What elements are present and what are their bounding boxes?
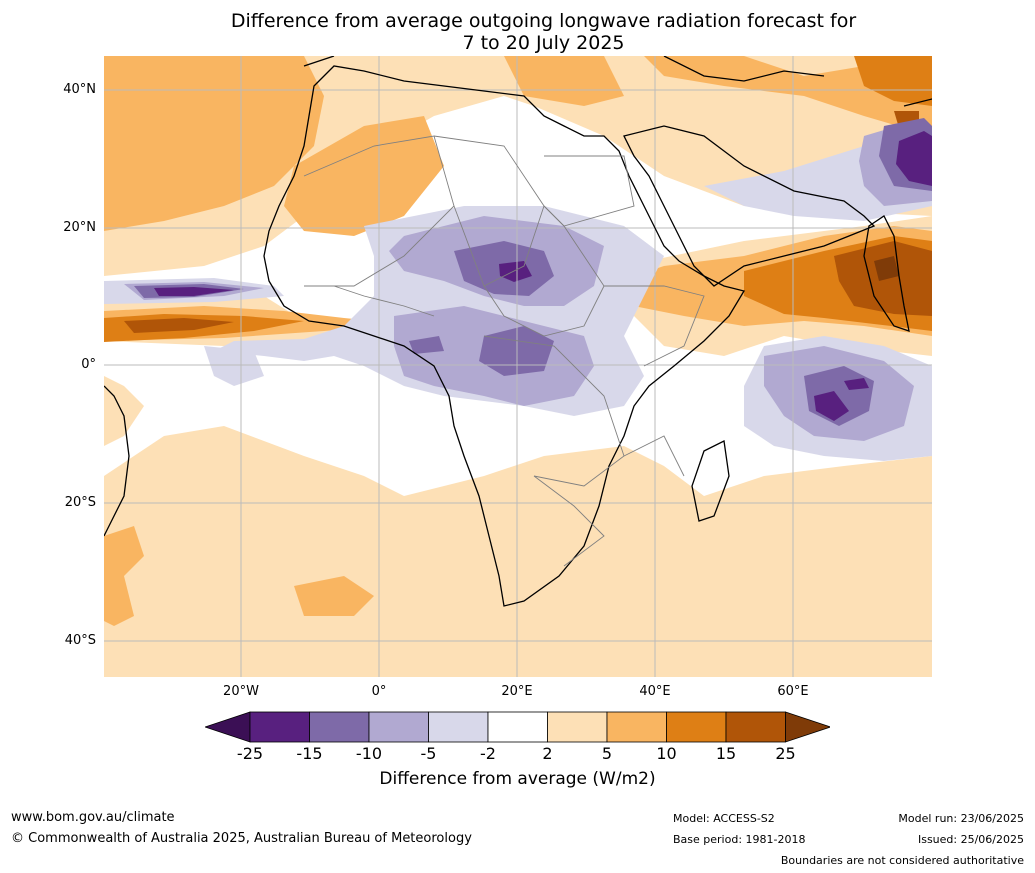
colorbar-tick-label: 25 (775, 744, 796, 763)
colorbar-tick-label: -2 (480, 744, 496, 763)
colorbar-tick-label: 10 (656, 744, 677, 763)
colorbar-tick-label: -25 (236, 744, 264, 763)
footer-disclaimer: Boundaries are not considered authoritat… (780, 854, 1024, 867)
colorbar (205, 711, 830, 743)
colorbar-label: Difference from average (W/m2) (379, 769, 656, 789)
lon-label-20e: 20°E (501, 684, 533, 699)
footer-copyright: © Commonwealth of Australia 2025, Austra… (11, 831, 472, 846)
colorbar-segment (368, 711, 429, 743)
colorbar-tick-label: -10 (355, 744, 383, 763)
anomaly-over-25 (874, 256, 899, 281)
colorbar-tick-label: 2 (542, 744, 553, 763)
colorbar-extend-low (205, 711, 251, 743)
lon-label-20w: 20°W (223, 684, 259, 699)
colorbar-segment (666, 711, 727, 743)
colorbar-segment (249, 711, 310, 743)
anomaly-neg-15-to-neg-25 (154, 131, 932, 421)
lon-label-60e: 60°E (777, 684, 809, 699)
colorbar-segment (428, 711, 489, 743)
coastlines (104, 56, 932, 607)
colorbar-tick-label: 5 (601, 744, 613, 763)
colorbar-segment (725, 711, 786, 743)
footer-url[interactable]: www.bom.gov.au/climate (11, 810, 175, 825)
colorbar-segment (606, 711, 667, 743)
lon-label-40e: 40°E (639, 684, 671, 699)
footer-model: Model: ACCESS-S2 (673, 812, 775, 825)
footer-issued: Issued: 25/06/2025 (917, 833, 1024, 846)
lat-label-20s: 20°S (64, 495, 96, 510)
olr-anomaly-map (104, 56, 932, 677)
lat-label-equator: 0° (81, 357, 96, 372)
graticule (104, 56, 932, 677)
colorbar-tick-label: -15 (296, 744, 323, 763)
colorbar-segment (309, 711, 370, 743)
lat-label-40s: 40°S (64, 633, 96, 648)
title-line-1: Difference from average outgoing longwav… (230, 10, 857, 32)
colorbar-tick-label: -5 (420, 744, 437, 763)
colorbar-extend-high (785, 711, 830, 743)
lat-label-40n: 40°N (63, 82, 96, 97)
country-borders (303, 135, 705, 567)
map-title: Difference from average outgoing longwav… (0, 10, 1035, 54)
map-canvas (104, 56, 932, 677)
lat-label-20n: 20°N (63, 220, 96, 235)
footer-model-run: Model run: 23/06/2025 (898, 812, 1024, 825)
footer-base-period: Base period: 1981-2018 (673, 833, 806, 846)
lon-label-0: 0° (371, 684, 387, 699)
title-line-2: 7 to 20 July 2025 (462, 32, 625, 54)
colorbar-tick-label: 15 (715, 744, 737, 763)
colorbar-segment (547, 711, 608, 743)
colorbar-segment (487, 711, 548, 743)
